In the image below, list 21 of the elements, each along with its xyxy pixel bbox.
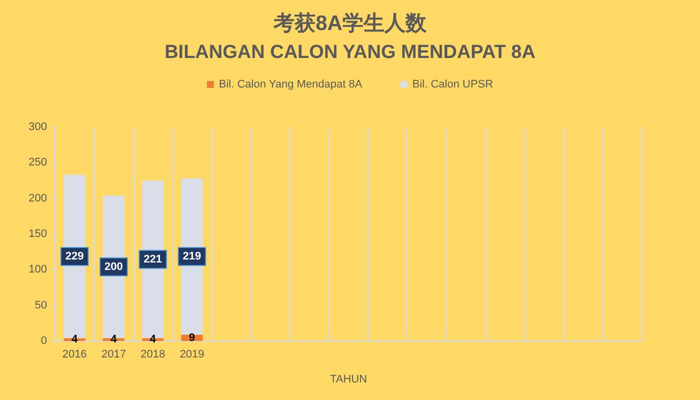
y-tick-label: 0 — [40, 335, 47, 347]
x-tick-label: 2018 — [140, 348, 166, 360]
data-label: 200 — [104, 260, 123, 273]
y-tick-label: 100 — [28, 264, 47, 276]
y-tick-label: 200 — [28, 192, 47, 204]
x-tick-label: 2017 — [101, 348, 126, 360]
legend-label: Bil. Calon UPSR — [412, 78, 494, 90]
y-tick-label: 300 — [28, 121, 47, 133]
data-label: 221 — [144, 253, 162, 266]
y-tick-label: 150 — [28, 228, 47, 240]
chart-subtitle: BILANGAN CALON YANG MENDAPAT 8A — [164, 42, 536, 63]
x-tick-label: 2016 — [62, 348, 87, 360]
data-label: 229 — [65, 250, 84, 262]
legend-label: Bil. Calon Yang Mendapat 8A — [218, 78, 363, 90]
x-axis-title: TAHUN — [330, 374, 368, 386]
chart-title: 考获8A学生人数 — [272, 12, 428, 35]
data-label: 219 — [182, 250, 202, 262]
y-tick-label: 250 — [28, 156, 47, 169]
data-label: 9 — [188, 332, 196, 344]
x-tick-label: 2019 — [180, 348, 204, 360]
y-tick-label: 50 — [34, 299, 47, 312]
